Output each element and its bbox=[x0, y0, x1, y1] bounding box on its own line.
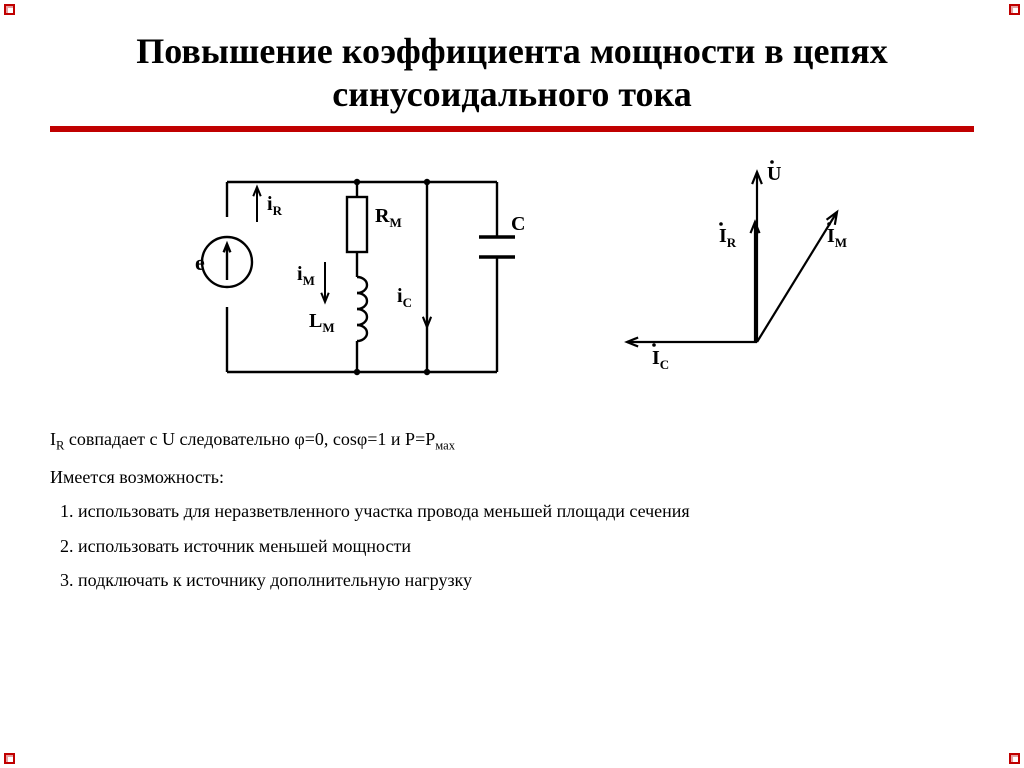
corner-marker bbox=[1009, 4, 1020, 15]
phasor-diagram: IC U IR IM bbox=[597, 152, 857, 407]
lead-line: Имеется возможность: bbox=[50, 465, 954, 489]
corner-marker bbox=[1009, 753, 1020, 764]
svg-text:iM: iM bbox=[297, 263, 315, 288]
svg-text:IM: IM bbox=[827, 225, 847, 250]
list-item: подключать к источнику дополнительную на… bbox=[78, 568, 954, 592]
body-text: IR совпадает с U следовательно φ=0, cosφ… bbox=[50, 427, 974, 592]
svg-text:IC: IC bbox=[652, 347, 669, 372]
svg-text:e: e bbox=[195, 250, 205, 275]
page-title: Повышение коэффициента мощности в цепях … bbox=[50, 30, 974, 116]
corner-marker bbox=[4, 4, 15, 15]
slide: Повышение коэффициента мощности в цепях … bbox=[0, 0, 1024, 768]
svg-text:iC: iC bbox=[397, 285, 412, 310]
title-underline bbox=[50, 126, 974, 132]
svg-text:C: C bbox=[511, 213, 525, 235]
svg-text:U: U bbox=[767, 163, 781, 185]
statement-line: IR совпадает с U следовательно φ=0, cosφ… bbox=[50, 427, 954, 455]
list-item: использовать для неразветвленного участк… bbox=[78, 499, 954, 523]
svg-text:IR: IR bbox=[719, 225, 737, 250]
circuit-diagram: e iR RМ LМ iM iC C bbox=[167, 152, 537, 407]
svg-text:iR: iR bbox=[267, 193, 283, 218]
items-list: использовать для неразветвленного участк… bbox=[78, 499, 954, 592]
svg-text:LМ: LМ bbox=[309, 310, 335, 335]
list-item: использовать источник меньшей мощности bbox=[78, 534, 954, 558]
corner-marker bbox=[4, 753, 15, 764]
diagrams-row: e iR RМ LМ iM iC C IC U IR IM bbox=[50, 152, 974, 407]
svg-text:RМ: RМ bbox=[375, 205, 402, 230]
